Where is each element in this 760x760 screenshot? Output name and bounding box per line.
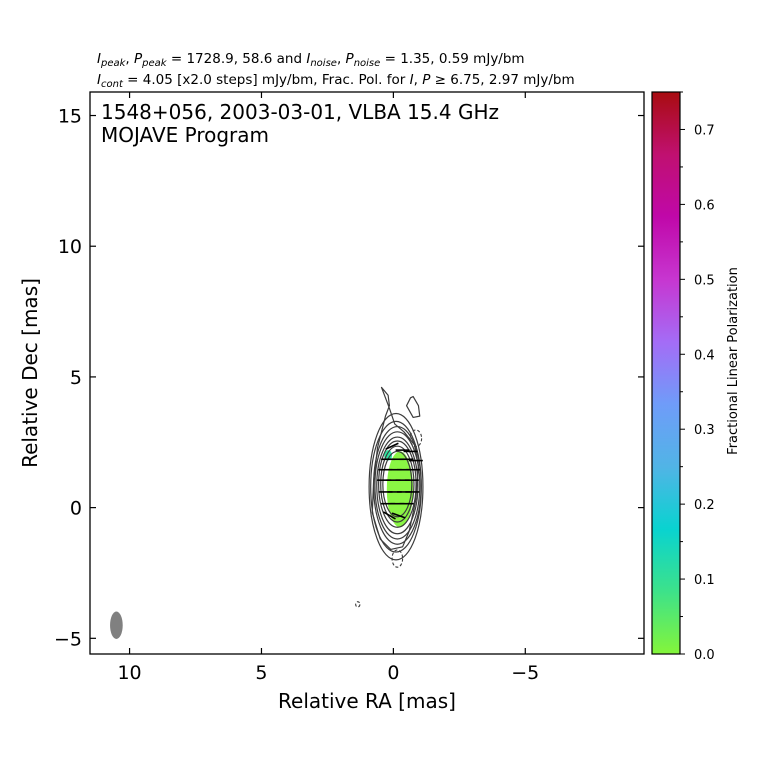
colorbar-tick-label-1: 0.1 (694, 573, 715, 588)
contour-6 (370, 420, 422, 553)
colorbar-tick-label-5: 0.5 (694, 273, 715, 288)
plot-content (110, 386, 424, 639)
x-tick-label-1: 5 (255, 662, 267, 684)
x-tick-label-2: 0 (387, 662, 399, 684)
contour-outer (371, 386, 420, 551)
y-tick-label-4: 15 (58, 106, 82, 128)
contour-0 (382, 450, 413, 518)
y-tick-label-1: 0 (70, 498, 82, 520)
header-line-1: Ipeak, Ppeak = 1728.9, 58.6 and Inoise, … (97, 51, 525, 69)
colorbar-label: Fractional Linear Polarization (726, 267, 741, 455)
header-line-2: Icont = 4.05 [x2.0 steps] mJy/bm, Frac. … (97, 72, 575, 90)
annotation-line-0: 1548+056, 2003-03-01, VLBA 15.4 GHz (101, 100, 499, 124)
axes: 10 5 0 −5 −5 0 5 10 15 Relative RA [mas] Relative … (18, 91, 645, 713)
colorbar-tick-label-3: 0.3 (694, 423, 715, 438)
header: Ipeak, Ppeak = 1728.9, 58.6 and Inoise, … (97, 51, 575, 90)
contour-3 (376, 436, 419, 535)
negative-contour-1 (391, 549, 404, 568)
colorbar-tick-label-7: 0.7 (694, 123, 715, 138)
x-axis-label: Relative RA [mas] (278, 689, 456, 713)
evpa-tick-23 (391, 512, 406, 519)
contour-1 (380, 445, 415, 523)
annotation: 1548+056, 2003-03-01, VLBA 15.4 GHzMOJAV… (101, 100, 499, 147)
plot-area: 1548+056, 2003-03-01, VLBA 15.4 GHzMOJAV… (101, 100, 499, 639)
colorbar: 0.0 0.1 0.2 0.3 0.4 0.5 0.6 0.7 Fractional Linea… (651, 91, 741, 663)
colorbar-tick-label-2: 0.2 (694, 498, 715, 513)
colorbar-gradient (651, 91, 681, 655)
beam (110, 611, 123, 639)
polarization-spot (384, 450, 393, 461)
contour-2 (378, 440, 417, 528)
contour-7 (368, 412, 424, 561)
negative-contour-2 (355, 601, 361, 608)
y-axis-label: Relative Dec [mas] (18, 278, 42, 468)
evpa-tick-22 (382, 511, 396, 520)
x-tick-label-0: 10 (117, 662, 141, 684)
colorbar-tick-label-4: 0.4 (694, 348, 715, 363)
colorbar-tick-label-0: 0.0 (694, 648, 715, 663)
y-tick-label-0: −5 (54, 628, 82, 650)
contour-4 (374, 431, 421, 540)
contour-side (405, 395, 421, 419)
evpa-tick-0 (385, 442, 399, 450)
annotation-line-1: MOJAVE Program (101, 123, 269, 147)
plot-frame (89, 91, 645, 655)
x-tick-label-3: −5 (511, 662, 539, 684)
y-tick-label-3: 10 (58, 236, 82, 258)
colorbar-tick-label-6: 0.6 (694, 198, 715, 213)
y-tick-label-2: 5 (70, 367, 82, 389)
negative-contour-0 (409, 429, 423, 448)
